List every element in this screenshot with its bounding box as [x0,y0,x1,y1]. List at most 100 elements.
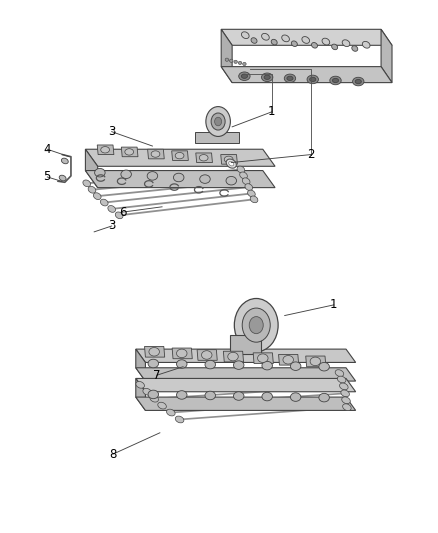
Ellipse shape [166,409,175,416]
Ellipse shape [225,58,229,61]
Text: 5: 5 [44,171,51,183]
Ellipse shape [337,376,346,383]
Ellipse shape [205,391,215,400]
Polygon shape [148,149,164,159]
Polygon shape [85,171,275,188]
Ellipse shape [261,73,273,82]
Ellipse shape [61,158,68,164]
Text: 2: 2 [307,148,315,161]
Ellipse shape [201,351,212,359]
Ellipse shape [339,383,348,390]
Ellipse shape [264,75,270,79]
Ellipse shape [310,357,321,366]
Ellipse shape [224,156,233,163]
Ellipse shape [101,147,110,153]
Polygon shape [172,151,188,160]
Ellipse shape [243,62,246,66]
Ellipse shape [251,38,257,43]
Ellipse shape [177,349,187,358]
Polygon shape [121,147,138,157]
Ellipse shape [302,37,310,43]
Ellipse shape [319,362,329,371]
Ellipse shape [261,34,269,40]
Ellipse shape [121,170,131,179]
Ellipse shape [115,212,123,219]
Ellipse shape [148,359,159,368]
Ellipse shape [83,180,91,187]
Polygon shape [221,67,392,83]
Circle shape [234,298,278,352]
Ellipse shape [226,176,237,185]
Ellipse shape [177,360,187,368]
Circle shape [215,117,222,126]
Ellipse shape [262,361,272,370]
Ellipse shape [287,76,293,80]
Polygon shape [136,368,356,381]
Ellipse shape [343,404,351,410]
Ellipse shape [341,390,350,397]
Ellipse shape [230,59,233,62]
Polygon shape [145,346,165,357]
Ellipse shape [175,416,184,423]
Ellipse shape [342,397,350,403]
Ellipse shape [291,41,297,46]
Ellipse shape [258,354,268,362]
Polygon shape [85,149,275,166]
Ellipse shape [93,193,101,199]
Text: 1: 1 [330,298,338,311]
Ellipse shape [226,159,237,168]
Ellipse shape [200,175,210,183]
Ellipse shape [100,199,108,206]
Ellipse shape [205,360,215,369]
Ellipse shape [353,77,364,86]
Ellipse shape [355,79,361,84]
Ellipse shape [245,184,253,190]
Polygon shape [381,29,392,83]
Ellipse shape [242,178,250,184]
Ellipse shape [335,370,344,376]
Ellipse shape [247,190,255,197]
Ellipse shape [147,172,158,180]
Ellipse shape [95,168,105,177]
Ellipse shape [150,395,159,402]
Ellipse shape [322,38,330,45]
Ellipse shape [173,173,184,182]
Ellipse shape [233,361,244,369]
Ellipse shape [311,43,318,48]
Polygon shape [136,397,356,410]
Ellipse shape [310,77,316,82]
Polygon shape [172,348,192,359]
Polygon shape [136,349,145,381]
Polygon shape [136,378,356,392]
Ellipse shape [241,74,247,78]
Circle shape [206,107,230,136]
Ellipse shape [199,155,208,161]
Polygon shape [85,149,98,188]
Ellipse shape [332,78,339,83]
Ellipse shape [238,61,242,64]
Ellipse shape [125,149,134,155]
Ellipse shape [319,393,329,402]
Polygon shape [196,153,212,163]
Circle shape [211,113,225,130]
Polygon shape [223,351,244,362]
Ellipse shape [59,175,66,181]
Ellipse shape [283,356,293,364]
Circle shape [242,308,270,342]
Ellipse shape [290,362,301,370]
Text: 3: 3 [108,125,115,138]
Polygon shape [253,353,273,364]
Ellipse shape [362,42,370,48]
Ellipse shape [352,46,358,51]
Ellipse shape [290,393,301,401]
Ellipse shape [143,389,152,395]
Ellipse shape [158,402,166,409]
Ellipse shape [177,391,187,399]
Text: 8: 8 [110,448,117,461]
Ellipse shape [342,40,350,46]
Ellipse shape [234,60,237,63]
Ellipse shape [262,392,272,401]
Ellipse shape [136,382,145,388]
Polygon shape [97,145,114,155]
Ellipse shape [88,187,96,193]
